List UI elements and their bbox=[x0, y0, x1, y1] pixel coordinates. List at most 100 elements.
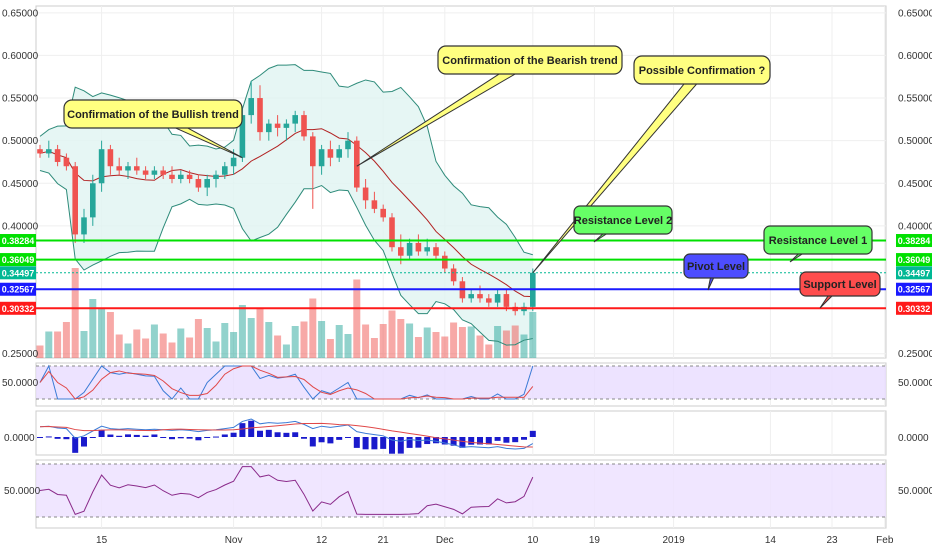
candle-body bbox=[424, 247, 430, 252]
volume-bar bbox=[511, 325, 519, 358]
macd-histogram-bar bbox=[494, 437, 501, 441]
candle bbox=[486, 294, 492, 307]
candle bbox=[389, 213, 395, 252]
y-tick-label: 0.40000 bbox=[898, 221, 932, 232]
callout-text: Confirmation of the Bearish trend bbox=[442, 55, 617, 67]
candle-body bbox=[169, 174, 175, 180]
y-tick-label: 0.40000 bbox=[2, 221, 39, 232]
volume-bar bbox=[62, 322, 70, 358]
candle bbox=[336, 144, 342, 162]
macd-histogram-bar bbox=[195, 437, 202, 441]
volume-bar bbox=[238, 305, 246, 358]
macd-histogram-bar bbox=[309, 437, 316, 447]
volume-bar bbox=[502, 330, 510, 358]
candle bbox=[450, 264, 457, 286]
candle bbox=[415, 234, 422, 256]
candle bbox=[406, 238, 413, 260]
candle bbox=[257, 85, 263, 141]
candle bbox=[248, 81, 254, 124]
candle-body bbox=[151, 170, 158, 175]
candle bbox=[204, 174, 210, 197]
candle bbox=[362, 179, 369, 209]
volume-bar bbox=[344, 334, 352, 358]
macd-histogram-bar bbox=[371, 437, 378, 450]
candle bbox=[433, 242, 439, 260]
level-price-label: 0.34497 bbox=[898, 268, 931, 278]
volume-bar bbox=[115, 334, 123, 358]
candle-body bbox=[195, 179, 202, 188]
callout-text: Pivot Level bbox=[687, 261, 745, 273]
macd-histogram-bar bbox=[89, 437, 96, 438]
candle bbox=[354, 136, 360, 192]
macd-histogram-bar bbox=[257, 430, 263, 437]
level-price-label: 0.38284 bbox=[2, 236, 35, 246]
volume-bar bbox=[168, 342, 176, 358]
candle bbox=[125, 161, 131, 180]
x-tick-label: 14 bbox=[765, 535, 777, 546]
macd-histogram-bar bbox=[213, 436, 219, 438]
macd-histogram-bar bbox=[107, 434, 114, 437]
x-tick-label: 15 bbox=[96, 535, 108, 546]
level-price-label: 0.32567 bbox=[2, 285, 35, 295]
candle-body bbox=[345, 140, 351, 150]
candle-body bbox=[54, 149, 61, 162]
macd-histogram-bar bbox=[125, 434, 131, 437]
candle-body bbox=[134, 166, 140, 171]
callout-text: Resistance Level 1 bbox=[769, 235, 867, 247]
candle-body bbox=[336, 149, 342, 158]
volume-bar bbox=[212, 341, 220, 358]
y-tick-label: 0.55000 bbox=[2, 94, 39, 105]
annotation-callout: Resistance Level 2 bbox=[573, 205, 673, 243]
macd-histogram-bar bbox=[424, 437, 431, 445]
macd-histogram-bar bbox=[529, 430, 536, 437]
callout-box bbox=[63, 99, 243, 129]
candle-body bbox=[186, 174, 193, 180]
candle bbox=[345, 132, 351, 158]
macd-histogram-bar bbox=[54, 437, 61, 439]
volume-bar bbox=[89, 299, 97, 358]
volume-bar bbox=[150, 324, 158, 358]
volume-bar bbox=[186, 337, 194, 358]
candle-body bbox=[274, 123, 281, 128]
volume-bar bbox=[106, 312, 114, 358]
annotation-callout: Confirmation of the Bullish trend bbox=[63, 99, 243, 159]
candle-body bbox=[477, 294, 483, 299]
candle bbox=[107, 144, 114, 175]
volume-bar bbox=[36, 345, 44, 358]
macd-histogram-bar bbox=[63, 437, 70, 440]
candle bbox=[380, 204, 386, 222]
candle-body bbox=[72, 166, 78, 235]
macd-panel bbox=[35, 410, 887, 456]
annotation-callout: Pivot Level bbox=[683, 253, 749, 291]
candle-body bbox=[310, 136, 316, 167]
stoch-band bbox=[36, 366, 886, 399]
candle bbox=[222, 161, 228, 180]
volume-bar bbox=[388, 310, 396, 358]
macd-histogram-bar bbox=[389, 437, 395, 454]
candle-body bbox=[213, 174, 219, 180]
y-tick-label: 0.65000 bbox=[2, 8, 39, 19]
candle-body bbox=[406, 242, 413, 256]
macd-histogram-bar bbox=[459, 437, 466, 448]
volume-bar bbox=[194, 319, 202, 358]
level-price-label: 0.36049 bbox=[2, 255, 35, 265]
candle-body bbox=[494, 294, 501, 303]
macd-tick-label: 0.0000 bbox=[4, 433, 35, 444]
volume-bar bbox=[142, 338, 150, 358]
macd-tick-label: 0.0000 bbox=[898, 433, 929, 444]
volume-bar bbox=[230, 332, 238, 358]
macd-histogram-bar bbox=[397, 437, 404, 454]
annotation-callout: Confirmation of the Bearish trend bbox=[356, 45, 623, 167]
macd-histogram-bar bbox=[177, 437, 184, 439]
macd-histogram-bar bbox=[248, 420, 255, 437]
stoch-tick-label: 50.0000 bbox=[898, 378, 932, 389]
macd-histogram-bar bbox=[441, 437, 448, 445]
annotation-callout: Resistance Level 1 bbox=[763, 225, 873, 263]
macd-histogram-bar bbox=[98, 429, 105, 437]
candle-body bbox=[292, 115, 298, 124]
rsi-tick-label: 50.0000 bbox=[898, 486, 932, 497]
candle-body bbox=[248, 98, 254, 116]
callout-text: Possible Confirmation ? bbox=[639, 65, 766, 77]
volume-bar bbox=[274, 335, 282, 358]
candle-body bbox=[371, 200, 378, 209]
